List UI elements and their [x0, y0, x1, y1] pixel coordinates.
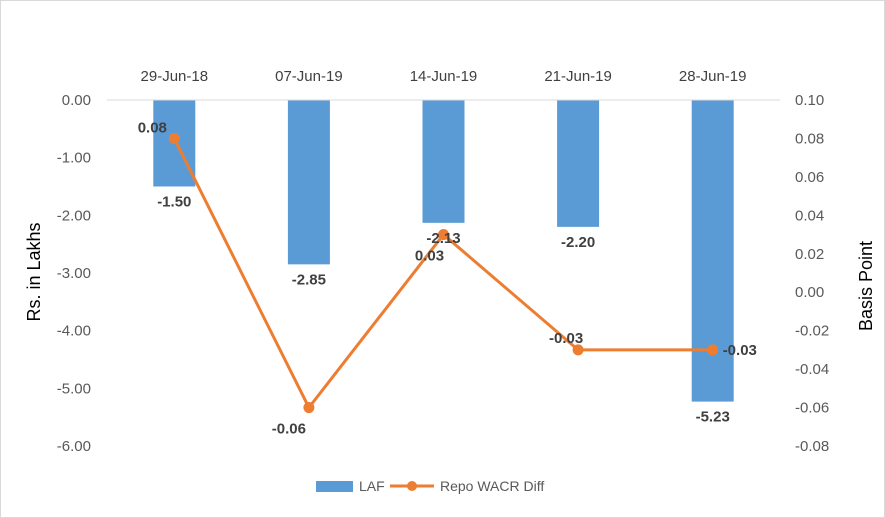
laf-bar	[557, 100, 600, 227]
left-axis-tick-label: -3.00	[57, 265, 91, 282]
repo-wacr-point	[707, 344, 719, 356]
left-axis-title: Rs. in Lakhs	[24, 222, 44, 321]
laf-data-labels: -1.50 -2.85 -2.13 -2.20 -5.23	[157, 194, 730, 426]
left-axis-tick-label: -2.00	[57, 207, 91, 224]
left-axis-tick-label: -4.00	[57, 323, 91, 340]
right-axis-tick-label: -0.08	[795, 438, 829, 455]
left-axis-tick-label: -1.00	[57, 150, 91, 167]
category-label: 21-Jun-19	[544, 68, 612, 85]
laf-data-label: -2.13	[426, 230, 460, 247]
laf-data-label: -2.85	[292, 271, 326, 288]
repo-wacr-point	[303, 402, 315, 414]
right-axis-tick-label: 0.00	[795, 284, 824, 301]
repo-wacr-data-labels: 0.08 -0.06 0.03 -0.03 -0.03	[138, 119, 757, 437]
left-axis-tick-label: -6.00	[57, 438, 91, 455]
left-axis-tick-label: 0.00	[62, 92, 91, 109]
category-label: 07-Jun-19	[275, 68, 343, 85]
right-axis-tick-label: -0.02	[795, 323, 829, 340]
right-axis-tick-label: 0.10	[795, 92, 824, 109]
repo-wacr-point	[438, 229, 449, 241]
right-axis-tick-label: 0.04	[795, 207, 824, 224]
legend-repo-label: Repo WACR Diff	[440, 478, 544, 494]
repo-wacr-data-label: 0.08	[138, 119, 167, 136]
repo-wacr-point	[572, 344, 584, 356]
right-axis-ticks: 0.10 0.08 0.06 0.04 0.02 0.00 -0.02 -0.04 -0.06 -…	[795, 92, 829, 455]
category-label: 28-Jun-19	[679, 68, 747, 85]
category-label: 29-Jun-18	[141, 68, 209, 85]
category-label: 14-Jun-19	[410, 68, 478, 85]
laf-data-label: -2.20	[561, 234, 595, 251]
right-axis-tick-label: -0.06	[795, 400, 829, 417]
laf-data-label: -5.23	[696, 409, 730, 426]
right-axis-tick-label: 0.02	[795, 246, 824, 263]
laf-bar	[422, 100, 465, 223]
repo-wacr-line	[168, 132, 719, 414]
legend-laf-swatch	[316, 481, 353, 492]
legend-repo-marker	[407, 481, 417, 491]
legend: LAF Repo WACR Diff	[316, 478, 544, 494]
right-axis-title: Basis Point	[856, 241, 876, 331]
laf-bar	[287, 100, 330, 265]
legend-laf-label: LAF	[359, 478, 385, 494]
category-labels: 29-Jun-18 07-Jun-19 14-Jun-19 21-Jun-19 28-J…	[141, 68, 747, 85]
repo-wacr-data-label: -0.03	[723, 342, 757, 359]
right-axis-tick-label: 0.08	[795, 130, 824, 147]
repo-wacr-point	[168, 132, 180, 144]
left-axis-ticks: 0.00 -1.00 -2.00 -3.00 -4.00 -5.00 -6.00	[57, 92, 91, 455]
right-axis-tick-label: 0.06	[795, 169, 824, 186]
left-axis-tick-label: -5.00	[57, 380, 91, 397]
laf-data-label: -1.50	[157, 194, 191, 211]
right-axis-tick-label: -0.04	[795, 361, 829, 378]
repo-wacr-data-label: -0.03	[549, 330, 583, 347]
repo-wacr-data-label: 0.03	[415, 248, 444, 265]
repo-wacr-data-label: -0.06	[272, 421, 306, 438]
